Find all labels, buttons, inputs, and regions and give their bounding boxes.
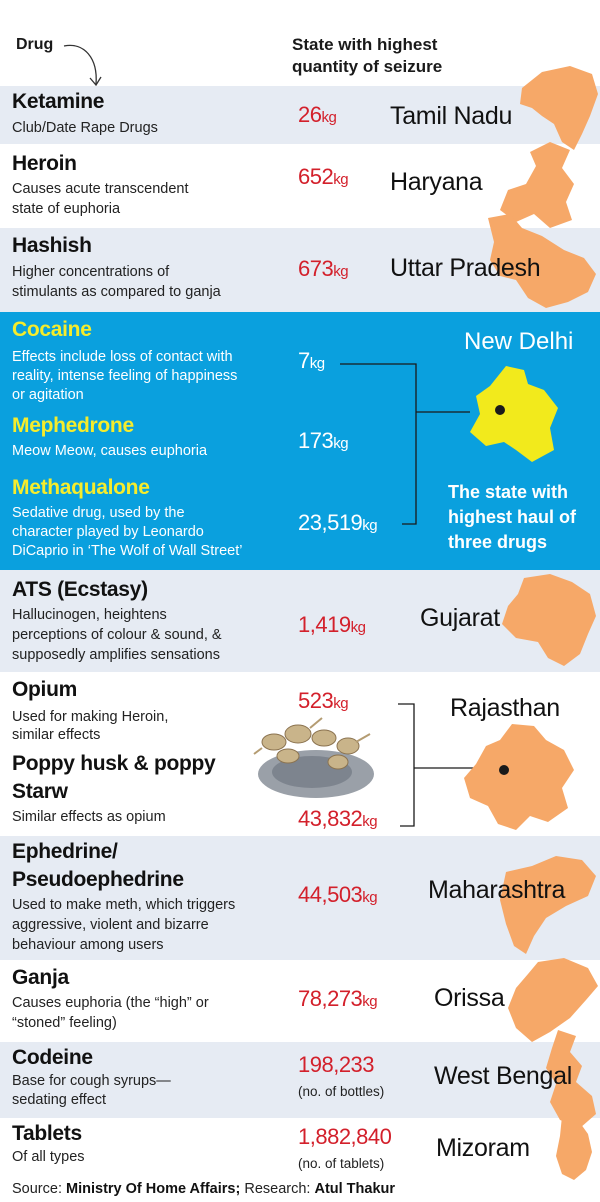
drug-description: Of all types <box>12 1149 85 1165</box>
seizure-quantity: 1,419kg <box>298 612 366 637</box>
seizure-quantity: 523kg <box>298 688 349 713</box>
drug-name: Mephedrone <box>12 414 134 437</box>
rajasthan-map <box>464 724 574 830</box>
drug-name: Starw <box>12 780 68 803</box>
row-ats-ecstasy: ATS (Ecstasy) Hallucinogen, heightens pe… <box>0 570 600 672</box>
drug-description: state of euphoria <box>12 201 121 217</box>
new-delhi-map <box>470 366 558 462</box>
row-tablets: Tablets Of all types 1,882,840 (no. of t… <box>0 1118 600 1178</box>
state-name-new-delhi: New Delhi <box>464 328 574 355</box>
drug-description: “stoned” feeling) <box>12 1015 117 1031</box>
seizure-quantity: 673kg <box>298 256 349 281</box>
seizure-quantity: 26kg <box>298 102 337 127</box>
state-name-rajasthan: Rajasthan <box>450 694 560 722</box>
drug-description: Club/Date Rape Drugs <box>12 120 158 136</box>
maharashtra-map <box>500 856 596 954</box>
drug-name: Heroin <box>12 152 77 175</box>
delhi-note: The state with highest haul of three dru… <box>448 482 576 552</box>
state-name-gujarat: Gujarat <box>420 604 500 632</box>
drug-name: ATS (Ecstasy) <box>12 578 148 601</box>
state-name-tamil-nadu: Tamil Nadu <box>390 102 513 130</box>
seizure-quantity: 23,519kg <box>298 510 378 535</box>
row-ketamine: Ketamine Club/Date Rape Drugs 26kg <box>0 86 600 144</box>
drug-name: Codeine <box>12 1046 93 1069</box>
state-name-orissa: Orissa <box>434 984 505 1012</box>
seizure-quantity: 173kg <box>298 428 349 453</box>
seizure-quantity: 1,882,840 <box>298 1124 392 1149</box>
drug-description: or agitation <box>12 387 84 403</box>
drug-name: Ephedrine/ <box>12 840 118 863</box>
drug-description: DiCaprio in ‘The Wolf of Wall Street’ <box>12 543 243 559</box>
state-name-maharashtra: Maharashtra <box>428 876 566 904</box>
drug-description: similar effects <box>12 727 101 743</box>
drug-name: Methaqualone <box>12 476 150 499</box>
state-name-uttar-pradesh: Uttar Pradesh <box>390 254 541 282</box>
drug-description: Causes acute transcendent <box>12 181 189 197</box>
drug-description: Causes euphoria (the “high” or <box>12 995 209 1011</box>
drug-description: Hallucinogen, heightens <box>12 607 167 623</box>
drug-description: behaviour among users <box>12 937 164 953</box>
delhi-bracket <box>340 363 470 525</box>
row-ephedrine: Ephedrine/ Pseudoephedrine Used to make … <box>0 836 600 960</box>
haryana-map <box>500 142 574 228</box>
west-bengal-map <box>546 1030 596 1128</box>
quantity-unit-note: (no. of tablets) <box>298 1156 385 1171</box>
drug-description: Meow Meow, causes euphoria <box>12 443 208 459</box>
curved-arrow-icon <box>63 44 102 87</box>
drug-description: sedating effect <box>12 1092 107 1108</box>
drug-description: Sedative drug, used by the <box>12 505 185 521</box>
row-heroin: Heroin Causes acute transcendent state o… <box>0 144 600 228</box>
drug-name: Hashish <box>12 234 92 257</box>
row-codeine: Codeine Base for cough syrups— sedating … <box>0 1042 600 1118</box>
poppy-husk-photo <box>253 717 374 798</box>
quantity-unit-note: (no. of bottles) <box>298 1084 385 1099</box>
seizure-quantity: 44,503kg <box>298 882 378 907</box>
state-column-header: State with highest quantity of seizure <box>292 35 443 76</box>
drug-description: Base for cough syrups— <box>12 1073 171 1089</box>
state-name-haryana: Haryana <box>390 168 483 196</box>
drug-description: Used for making Heroin, <box>12 709 169 725</box>
drug-description: stimulants as compared to ganja <box>12 284 221 300</box>
source-credit: Source: Ministry Of Home Affairs; Resear… <box>12 1181 396 1197</box>
drug-description: perceptions of colour & sound, & <box>12 627 222 643</box>
uttar-pradesh-map <box>488 214 596 308</box>
seizure-quantity: 652kg <box>298 164 349 189</box>
gujarat-map <box>502 574 596 666</box>
seizure-quantity: 78,273kg <box>298 986 378 1011</box>
drug-description: Used to make meth, which triggers <box>12 897 236 913</box>
drug-description: Higher concentrations of <box>12 264 170 280</box>
mizoram-map <box>556 1116 592 1180</box>
drug-name: Cocaine <box>12 318 92 341</box>
drug-name: Ketamine <box>12 90 105 113</box>
drug-column-header: Drug <box>16 36 54 53</box>
orissa-map <box>508 958 598 1042</box>
drug-name: Poppy husk & poppy <box>12 752 216 775</box>
drug-description: Similar effects as opium <box>12 809 166 825</box>
drug-name: Opium <box>12 678 77 701</box>
drug-name: Tablets <box>12 1122 82 1145</box>
drug-name: Ganja <box>12 966 69 989</box>
seizure-quantity: 43,832kg <box>298 806 378 831</box>
row-ganja: Ganja Causes euphoria (the “high” or “st… <box>0 960 600 1042</box>
state-name-mizoram: Mizoram <box>436 1134 530 1162</box>
drug-description: reality, intense feeling of happiness <box>12 368 238 384</box>
seizure-quantity: 7kg <box>298 348 325 373</box>
drug-description: character played by Leonardo <box>12 524 204 540</box>
state-name-west-bengal: West Bengal <box>434 1062 572 1090</box>
drug-name: Pseudoephedrine <box>12 868 184 891</box>
drug-description: Effects include loss of contact with <box>12 349 233 365</box>
drug-description: aggressive, violent and bizarre <box>12 917 209 933</box>
tamil-nadu-map <box>520 66 598 150</box>
row-opium-poppy: Opium Used for making Heroin, similar ef… <box>0 672 600 836</box>
drug-description: supposedly amplifies sensations <box>12 647 220 663</box>
seizure-quantity: 198,233 <box>298 1052 375 1077</box>
